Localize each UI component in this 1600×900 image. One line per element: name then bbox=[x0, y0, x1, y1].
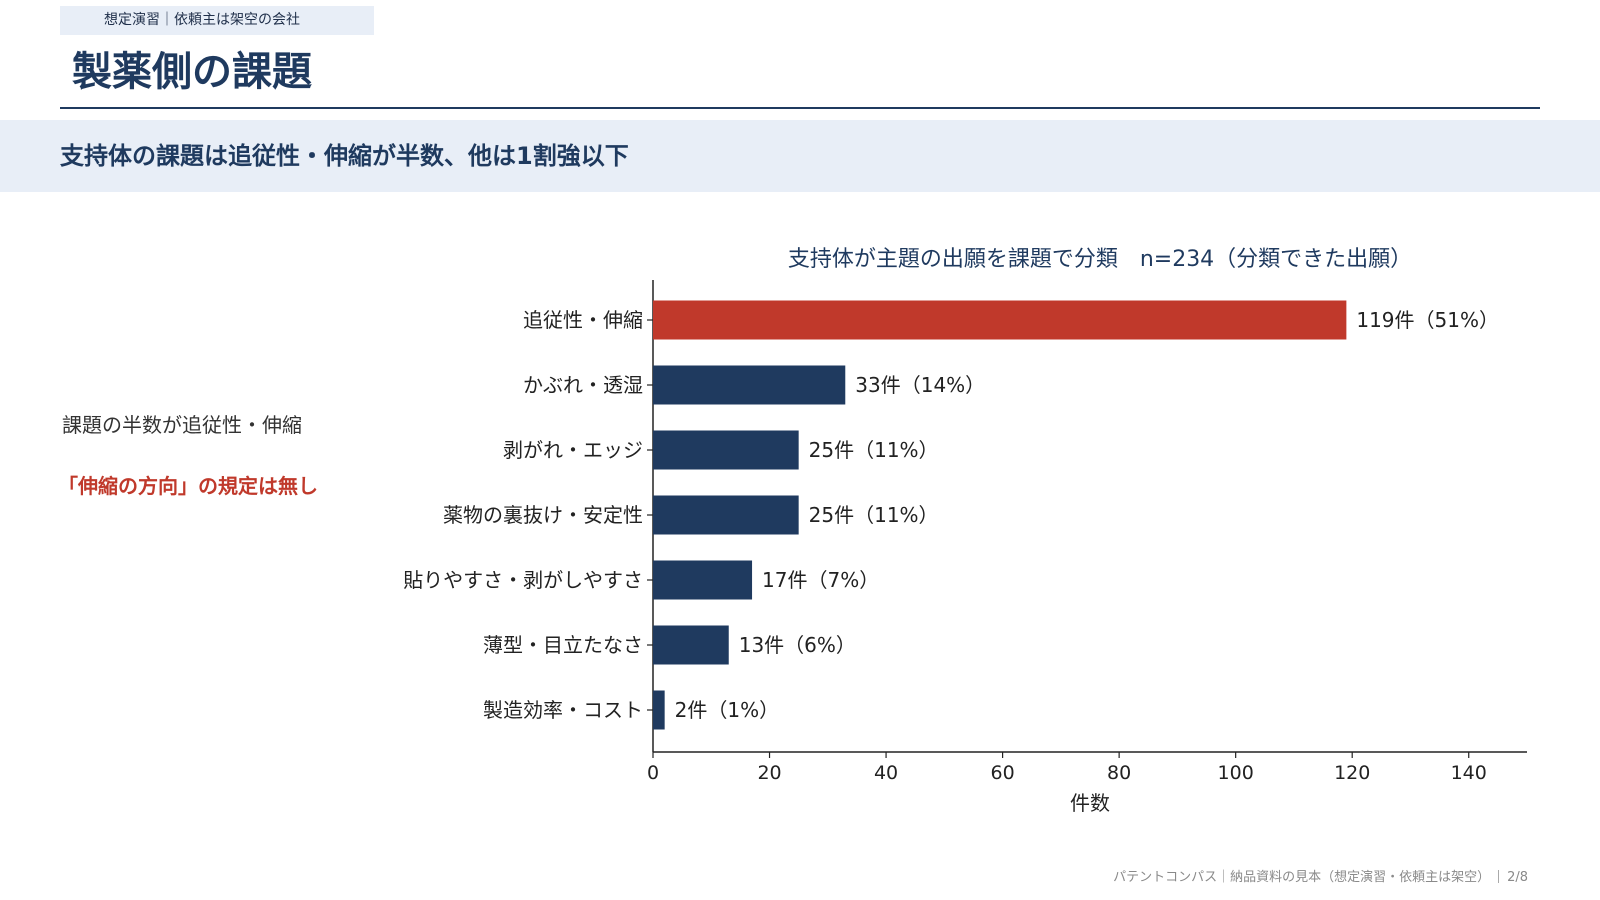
page-title: 製薬側の課題 bbox=[72, 49, 312, 95]
x-tick-label: 140 bbox=[1451, 762, 1487, 784]
x-tick-label: 120 bbox=[1334, 762, 1370, 784]
category-label: 追従性・伸縮 bbox=[523, 308, 643, 332]
bar bbox=[653, 300, 1347, 340]
note-highlight: 「伸縮の方向」の規定は無し bbox=[58, 474, 318, 498]
data-label: 2件（1%） bbox=[675, 698, 779, 722]
category-label: かぶれ・透湿 bbox=[523, 373, 643, 397]
bar bbox=[653, 560, 753, 600]
category-label: 薄型・目立たなさ bbox=[483, 633, 643, 657]
category-label: 薬物の裏抜け・安定性 bbox=[443, 503, 643, 527]
category-label: 貼りやすさ・剥がしやすさ bbox=[403, 568, 643, 592]
data-label: 25件（11%） bbox=[809, 438, 939, 462]
bar bbox=[653, 625, 729, 665]
x-tick-label: 100 bbox=[1218, 762, 1254, 784]
bar bbox=[653, 495, 799, 535]
note-summary: 課題の半数が追従性・伸縮 bbox=[62, 413, 302, 437]
data-label: 33件（14%） bbox=[855, 373, 985, 397]
category-label: 製造効率・コスト bbox=[483, 698, 643, 722]
footer: パテントコンパス｜納品資料の見本（想定演習・依頼主は架空） 2/8 bbox=[1113, 866, 1528, 885]
x-tick-label: 20 bbox=[757, 762, 781, 784]
bar bbox=[653, 690, 665, 730]
exercise-tag-text: 想定演習｜依頼主は架空の会社 bbox=[104, 12, 300, 28]
x-tick-label: 0 bbox=[647, 762, 659, 784]
title-divider bbox=[60, 107, 1540, 109]
x-axis-title: 件数 bbox=[1070, 791, 1110, 815]
x-tick-label: 40 bbox=[874, 762, 898, 784]
chart-title: 支持体が主題の出願を課題で分類 n=234（分類できた出願） bbox=[788, 247, 1412, 272]
data-label: 17件（7%） bbox=[762, 568, 879, 592]
x-tick-label: 80 bbox=[1107, 762, 1131, 784]
data-label: 25件（11%） bbox=[809, 503, 939, 527]
exercise-tag: 想定演習｜依頼主は架空の会社 bbox=[60, 6, 374, 35]
bar bbox=[653, 365, 846, 405]
page-number: 2/8 bbox=[1507, 870, 1528, 885]
headline-band: 支持体の課題は追従性・伸縮が半数、他は1割強以下 bbox=[0, 120, 1600, 192]
x-tick-label: 60 bbox=[991, 762, 1015, 784]
category-label: 剥がれ・エッジ bbox=[503, 438, 643, 462]
bar bbox=[653, 430, 799, 470]
headline: 支持体の課題は追従性・伸縮が半数、他は1割強以下 bbox=[60, 142, 629, 170]
data-label: 119件（51%） bbox=[1356, 308, 1499, 332]
footer-text: パテントコンパス｜納品資料の見本（想定演習・依頼主は架空） bbox=[1113, 870, 1491, 885]
footer-separator bbox=[1498, 870, 1500, 883]
data-label: 13件（6%） bbox=[739, 633, 856, 657]
